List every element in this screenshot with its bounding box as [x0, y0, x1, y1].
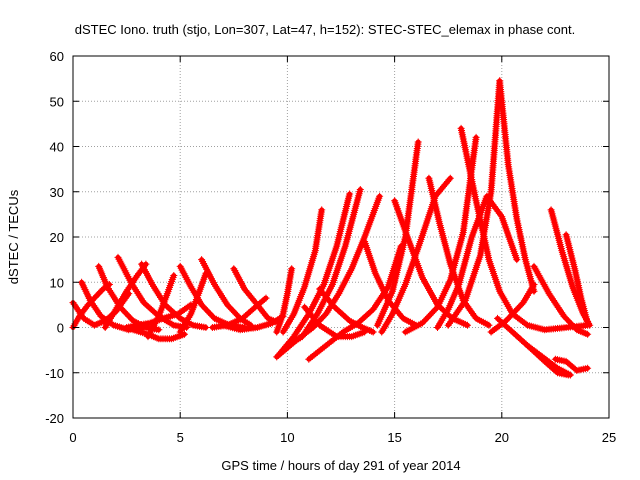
- y-tick-label: -10: [45, 366, 64, 381]
- x-tick-label: 10: [280, 430, 294, 445]
- series-markers: [316, 285, 377, 336]
- y-tick-label: 10: [50, 275, 64, 290]
- data-series-arc-39: [562, 231, 592, 327]
- series-markers: [551, 355, 592, 374]
- data-series-arc-18: [279, 206, 326, 336]
- x-tick-label: 0: [69, 430, 76, 445]
- x-tick-label: 20: [495, 430, 509, 445]
- series-markers: [273, 265, 296, 336]
- series-markers: [279, 206, 326, 336]
- data-series-arc-15: [230, 265, 283, 327]
- y-axis-title: dSTEC / TECUs: [6, 189, 21, 284]
- y-tick-label: 60: [50, 49, 64, 64]
- data-series-arc-41: [551, 355, 592, 374]
- series-markers: [273, 192, 384, 361]
- data-series-arc-13: [198, 256, 255, 329]
- chart-title: dSTEC Iono. truth (stjo, Lon=307, Lat=47…: [75, 22, 575, 37]
- data-series: [69, 77, 594, 379]
- data-series-arc-40: [530, 262, 592, 338]
- series-markers: [378, 174, 454, 336]
- data-series-arc-33: [444, 77, 504, 329]
- y-tick-label: 50: [50, 94, 64, 109]
- series-markers: [373, 138, 422, 329]
- series-markers: [457, 124, 592, 334]
- data-series-arc-10: [129, 326, 188, 343]
- series-markers: [176, 269, 210, 336]
- data-series-arc-29: [401, 133, 480, 336]
- series-markers: [230, 265, 283, 327]
- data-series-arc-34: [496, 77, 538, 295]
- series-markers: [509, 328, 572, 379]
- data-series-arc-17: [273, 265, 296, 336]
- y-tick-label: -20: [45, 411, 64, 426]
- series-markers: [129, 326, 188, 343]
- series-markers: [401, 133, 480, 336]
- data-series-arc-23: [301, 303, 369, 341]
- series-markers: [301, 303, 369, 341]
- y-tick-label: 30: [50, 185, 64, 200]
- axis-ticks: 0 5 10 15 20 25 -20 -10 0 10 20 30 40 50 60: [45, 49, 616, 445]
- series-markers: [562, 231, 592, 327]
- x-tick-label: 25: [602, 430, 616, 445]
- y-tick-label: 40: [50, 140, 64, 155]
- x-tick-label: 5: [177, 430, 184, 445]
- y-tick-label: 0: [57, 321, 64, 336]
- series-markers: [530, 262, 592, 338]
- data-series-arc-12: [176, 269, 210, 336]
- data-series-arc-27: [378, 174, 454, 336]
- series-markers: [496, 77, 538, 295]
- series-markers: [198, 256, 255, 329]
- data-series-arc-24: [316, 285, 377, 336]
- data-series-arc-26: [373, 138, 422, 329]
- series-markers: [487, 281, 538, 336]
- series-markers: [444, 77, 504, 329]
- series-markers: [361, 238, 420, 329]
- x-axis-title: GPS time / hours of day 291 of year 2014: [221, 458, 460, 473]
- x-tick-label: 15: [387, 430, 401, 445]
- data-series-arc-36: [509, 328, 572, 379]
- y-tick-label: 20: [50, 230, 64, 245]
- data-series-arc-37: [487, 281, 538, 336]
